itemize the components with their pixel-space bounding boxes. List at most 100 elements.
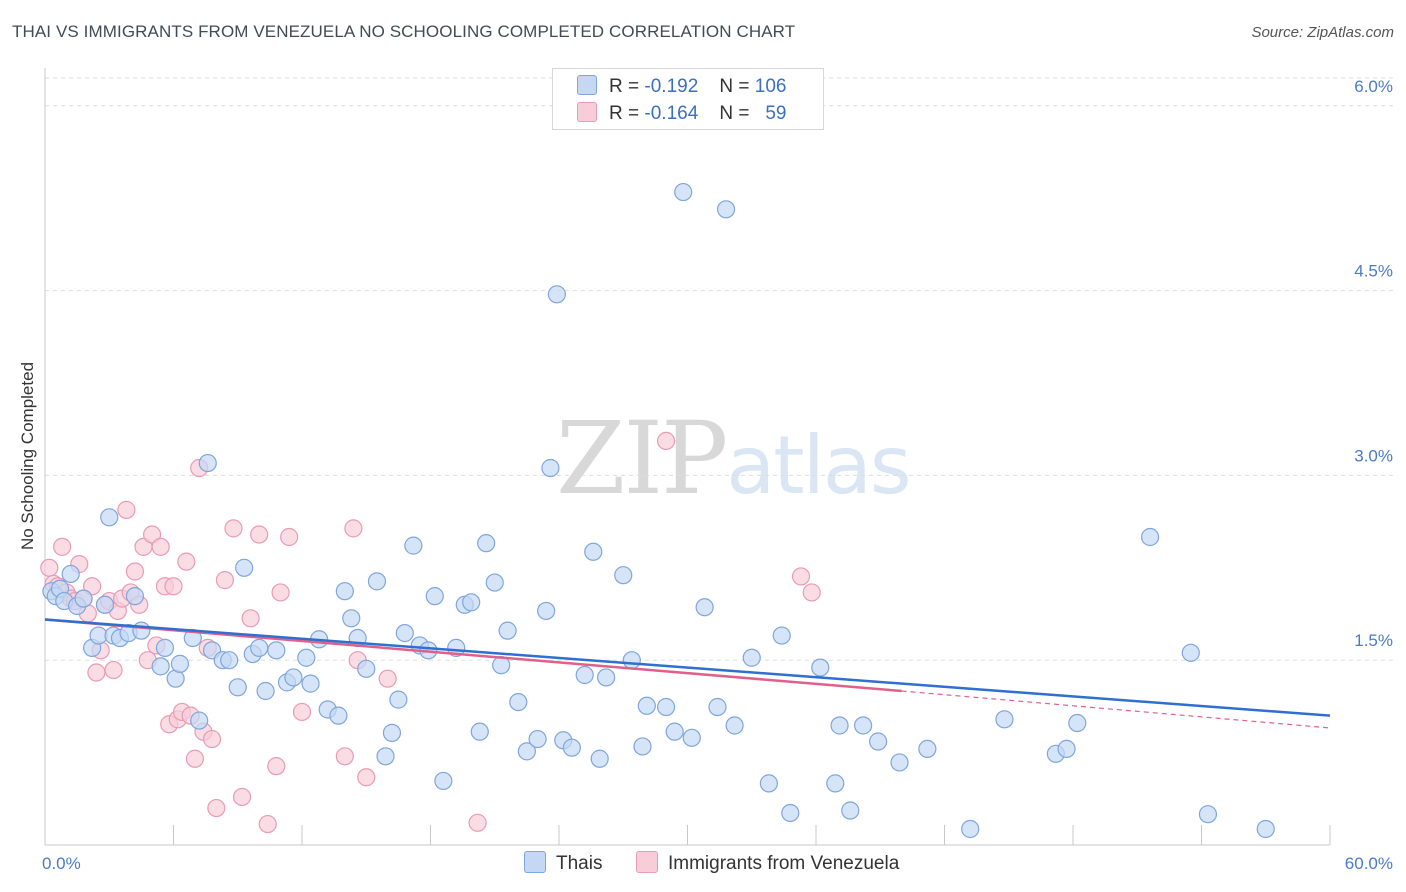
legend-row-venezuela: R = -0.164 N = 59 [577,102,786,128]
thais-point [434,771,453,791]
venezuela-point [802,583,821,602]
venezuela-point [87,663,106,682]
legend-r-value: -0.192 [644,76,699,97]
thais-point [125,587,145,606]
thais-point [562,738,581,757]
thais-point [830,716,849,735]
thais-point [376,747,395,766]
venezuela-point [258,814,277,834]
thais-point [335,582,354,601]
venezuela-point [104,660,123,680]
thais-point [1140,527,1160,547]
bottom-legend-thais: Thais [524,851,602,875]
thais-point [61,564,80,584]
thais-point [74,589,93,608]
x-tick-label: 60.0% [1345,854,1393,873]
thais-point [1068,713,1087,733]
thais-point [725,716,744,735]
venezuela-point [125,562,145,581]
thais-legend-swatch [524,851,546,873]
thais-point [995,710,1014,729]
y-tick-label: 6.0% [1354,77,1393,96]
thais-point [695,598,714,617]
venezuela-point [292,702,312,722]
thais-point [477,534,496,553]
thais-point [528,729,547,749]
thais-point [228,678,247,697]
venezuela-points [40,431,821,834]
thais-point [509,692,528,712]
legend-n-value: 106 [754,76,787,97]
legend-n-label: N = [719,76,750,97]
thais-point [329,706,348,725]
thais-point [674,182,693,202]
thais-point [1181,643,1200,662]
thais-point [198,453,217,473]
thais-point [597,668,616,687]
thais-point [235,558,254,577]
venezuela-point [656,431,676,451]
venezuela-point [53,537,72,556]
correlation-legend: R = -0.192 N = 106 R = -0.164 N = 59 [552,68,824,130]
thais-point [425,587,444,606]
thais-point [342,609,361,628]
thais-point [708,697,727,717]
venezuela-point [142,525,162,544]
venezuela-point [468,813,487,832]
x-tick-label: 0.0% [42,854,81,873]
legend-n-value: 59 [765,103,787,124]
thais-point [367,572,387,591]
thais-point [759,774,778,793]
venezuela-point [241,609,260,628]
venezuela-point [344,519,363,538]
thais-point [382,723,402,742]
thais-point [470,722,489,741]
watermark: ZIPatlas [556,400,912,517]
thais-point [772,626,791,645]
thais-point [541,458,560,478]
y-tick-label: 3.0% [1354,446,1393,465]
thais-point [537,601,556,621]
thais-point [404,536,423,555]
thais-point [826,774,845,793]
axis-layer [44,68,1331,846]
thais-point [918,739,937,759]
chart-title: THAI VS IMMIGRANTS FROM VENEZUELA NO SCH… [12,22,796,41]
venezuela-point [250,525,269,544]
venezuela-point [151,537,170,556]
thais-points [42,182,1275,839]
venezuela-point [280,527,299,547]
venezuela-point [378,669,397,688]
venezuela-point [271,583,290,602]
trend-layer [44,618,1331,729]
venezuela-trend-extension [901,690,1331,729]
thais-point [250,638,269,657]
venezuela-point [40,558,59,577]
thais-swatch [577,75,597,95]
venezuela-point [791,567,811,586]
watermark-atlas: atlas [726,419,911,512]
venezuela-point [202,729,222,749]
thais-point [284,668,303,687]
thais-point [297,648,316,667]
thais-point [1057,739,1076,759]
thais-point [665,722,684,741]
thais-point [811,658,830,677]
thais-point [961,819,980,839]
y-tick-label: 4.5% [1354,262,1393,281]
thais-point [716,200,736,219]
thais-point [1198,805,1218,824]
venezuela-swatch [577,102,597,122]
thais-point [547,285,566,304]
thais-point [517,742,536,761]
venezuela-point [335,747,354,766]
y-axis-label: No Schooling Completed [18,361,37,551]
thais-point [267,641,286,660]
thais-point [781,803,800,823]
venezuela-legend-label: Immigrants from Venezuela [668,853,900,874]
thais-point [890,753,909,772]
thais-point [1256,819,1275,839]
thais-point [447,638,466,657]
legend-r-value: -0.164 [644,103,699,124]
